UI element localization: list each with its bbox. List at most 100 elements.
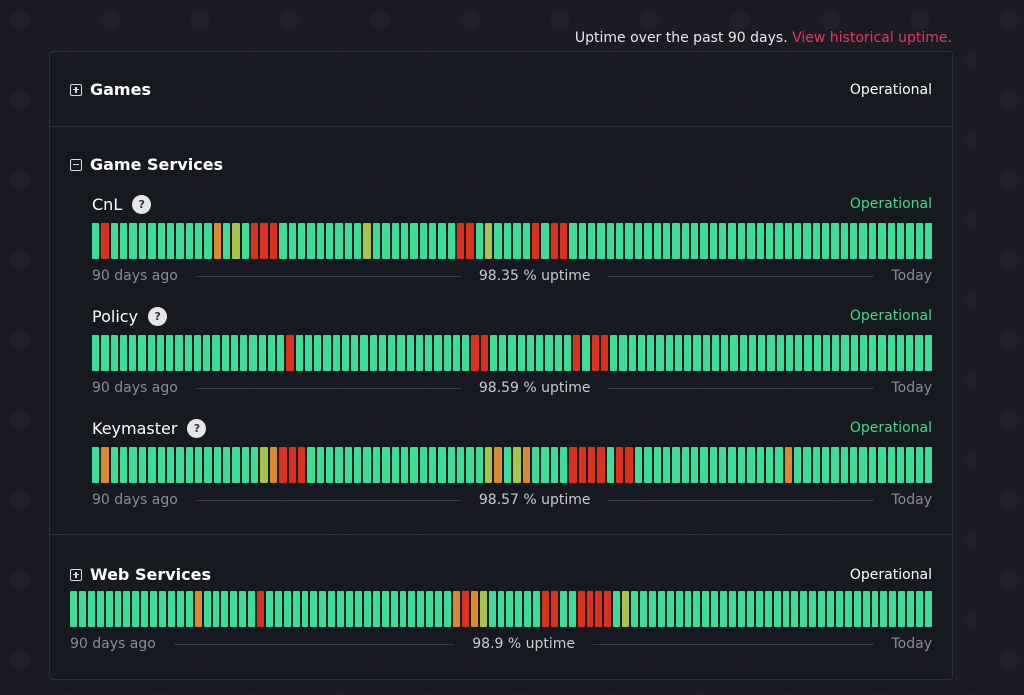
uptime-day-bar[interactable] (880, 591, 888, 627)
uptime-day-bar[interactable] (279, 223, 287, 259)
uptime-day-bar[interactable] (249, 335, 257, 371)
uptime-day-bar[interactable] (550, 591, 558, 627)
uptime-day-bar[interactable] (804, 335, 812, 371)
uptime-day-bar[interactable] (503, 223, 512, 259)
uptime-day-bar[interactable] (896, 223, 905, 259)
uptime-day-bar[interactable] (114, 591, 122, 627)
uptime-day-bar[interactable] (730, 335, 738, 371)
uptime-day-bar[interactable] (447, 447, 456, 483)
uptime-day-bar[interactable] (185, 447, 193, 483)
uptime-day-bar[interactable] (452, 591, 460, 627)
uptime-day-bar[interactable] (101, 335, 109, 371)
uptime-day-bar[interactable] (260, 223, 268, 259)
uptime-day-bar[interactable] (672, 223, 680, 259)
uptime-day-bar[interactable] (737, 591, 745, 627)
uptime-day-bar[interactable] (700, 223, 708, 259)
uptime-day-bar[interactable] (457, 447, 465, 483)
uptime-day-bar[interactable] (622, 591, 630, 627)
uptime-day-bar[interactable] (354, 447, 362, 483)
uptime-day-bar[interactable] (868, 223, 877, 259)
uptime-day-bar[interactable] (711, 335, 719, 371)
uptime-day-bar[interactable] (711, 591, 719, 627)
uptime-day-bar[interactable] (850, 447, 858, 483)
uptime-day-bar[interactable] (550, 447, 558, 483)
group-web-services-header[interactable]: Web Services Operational (70, 565, 932, 584)
uptime-day-bar[interactable] (625, 447, 633, 483)
uptime-day-bar[interactable] (417, 591, 425, 627)
uptime-day-bar[interactable] (887, 447, 895, 483)
uptime-day-bar[interactable] (123, 591, 131, 627)
uptime-day-bar[interactable] (372, 591, 380, 627)
uptime-day-bar[interactable] (363, 591, 371, 627)
uptime-day-bar[interactable] (428, 223, 437, 259)
uptime-day-bar[interactable] (166, 335, 174, 371)
uptime-day-bar[interactable] (896, 447, 905, 483)
uptime-day-bar[interactable] (729, 591, 736, 627)
uptime-day-bar[interactable] (803, 447, 811, 483)
uptime-day-bar[interactable] (141, 591, 149, 627)
uptime-day-bar[interactable] (369, 335, 377, 371)
uptime-day-bar[interactable] (800, 591, 808, 627)
uptime-day-bar[interactable] (793, 223, 802, 259)
uptime-day-bar[interactable] (634, 223, 643, 259)
uptime-day-bar[interactable] (325, 447, 334, 483)
uptime-day-bar[interactable] (301, 591, 309, 627)
uptime-day-bar[interactable] (577, 591, 585, 627)
uptime-day-bar[interactable] (157, 447, 165, 483)
uptime-day-bar[interactable] (513, 447, 521, 483)
uptime-day-bar[interactable] (915, 447, 923, 483)
uptime-day-bar[interactable] (924, 223, 933, 259)
uptime-day-bar[interactable] (337, 591, 345, 627)
uptime-day-bar[interactable] (378, 335, 386, 371)
collapse-icon[interactable] (70, 158, 82, 171)
uptime-day-bar[interactable] (515, 591, 523, 627)
uptime-day-bar[interactable] (517, 335, 525, 371)
uptime-day-bar[interactable] (265, 591, 273, 627)
uptime-day-bar[interactable] (906, 447, 914, 483)
uptime-day-bar[interactable] (444, 591, 451, 627)
uptime-day-bar[interactable] (850, 335, 858, 371)
uptime-day-bar[interactable] (176, 223, 184, 259)
uptime-day-bar[interactable] (878, 447, 886, 483)
uptime-day-bar[interactable] (279, 447, 287, 483)
uptime-day-bar[interactable] (822, 335, 830, 371)
uptime-day-bar[interactable] (812, 223, 821, 259)
uptime-day-bar[interactable] (157, 223, 165, 259)
uptime-day-bar[interactable] (286, 335, 294, 371)
uptime-day-bar[interactable] (239, 591, 247, 627)
uptime-day-bar[interactable] (176, 447, 184, 483)
uptime-day-bar[interactable] (924, 447, 933, 483)
uptime-day-bar[interactable] (307, 447, 315, 483)
uptime-day-bar[interactable] (835, 591, 843, 627)
expand-icon[interactable] (70, 83, 82, 96)
uptime-day-bar[interactable] (351, 335, 359, 371)
uptime-day-bar[interactable] (662, 447, 671, 483)
uptime-day-bar[interactable] (619, 335, 627, 371)
uptime-day-bar[interactable] (457, 223, 465, 259)
uptime-day-bar[interactable] (147, 335, 155, 371)
uptime-day-bar[interactable] (399, 591, 407, 627)
uptime-day-bar[interactable] (194, 447, 203, 483)
uptime-day-bar[interactable] (258, 335, 266, 371)
uptime-day-bar[interactable] (251, 447, 259, 483)
uptime-day-bar[interactable] (232, 223, 240, 259)
uptime-day-bar[interactable] (475, 447, 484, 483)
uptime-day-bar[interactable] (628, 335, 636, 371)
uptime-day-bar[interactable] (419, 223, 427, 259)
uptime-day-bar[interactable] (657, 591, 665, 627)
uptime-day-bar[interactable] (110, 335, 118, 371)
uptime-day-bar[interactable] (795, 335, 803, 371)
uptime-day-bar[interactable] (382, 223, 390, 259)
uptime-day-bar[interactable] (776, 335, 784, 371)
uptime-day-bar[interactable] (241, 223, 250, 259)
uptime-day-bar[interactable] (277, 335, 285, 371)
uptime-day-bar[interactable] (344, 447, 353, 483)
uptime-day-bar[interactable] (700, 447, 708, 483)
uptime-day-bar[interactable] (748, 335, 756, 371)
uptime-day-bar[interactable] (559, 591, 567, 627)
uptime-day-bar[interactable] (212, 591, 220, 627)
uptime-day-bar[interactable] (96, 591, 104, 627)
uptime-day-bar[interactable] (316, 447, 324, 483)
uptime-day-bar[interactable] (533, 591, 541, 627)
uptime-day-bar[interactable] (494, 447, 502, 483)
